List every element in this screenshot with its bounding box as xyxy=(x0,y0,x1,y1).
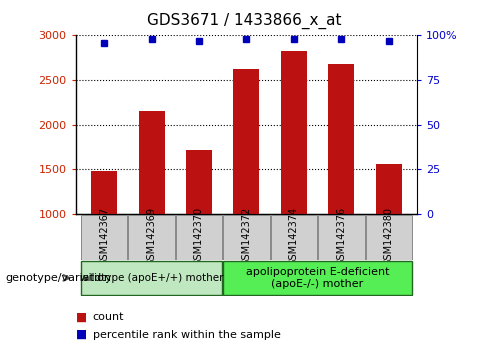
Text: GSM142376: GSM142376 xyxy=(336,207,346,266)
Bar xyxy=(328,64,354,214)
FancyBboxPatch shape xyxy=(81,261,222,295)
Text: GSM142370: GSM142370 xyxy=(194,207,204,266)
Bar xyxy=(186,150,212,214)
Text: GSM142369: GSM142369 xyxy=(146,207,157,266)
FancyBboxPatch shape xyxy=(81,215,127,260)
Text: wildtype (apoE+/+) mother: wildtype (apoE+/+) mother xyxy=(80,273,224,283)
Text: GSM142367: GSM142367 xyxy=(99,207,109,266)
Text: count: count xyxy=(93,312,124,322)
Text: GDS3671 / 1433866_x_at: GDS3671 / 1433866_x_at xyxy=(147,12,341,29)
FancyBboxPatch shape xyxy=(271,215,317,260)
Bar xyxy=(91,171,117,214)
Text: GSM142374: GSM142374 xyxy=(289,207,299,266)
Text: GSM142372: GSM142372 xyxy=(242,207,251,266)
Bar xyxy=(139,112,164,214)
Bar xyxy=(376,164,402,214)
Text: apolipoprotein E-deficient
(apoE-/-) mother: apolipoprotein E-deficient (apoE-/-) mot… xyxy=(246,267,389,289)
Text: genotype/variation: genotype/variation xyxy=(5,273,111,283)
FancyBboxPatch shape xyxy=(223,215,270,260)
Bar xyxy=(233,69,260,214)
FancyBboxPatch shape xyxy=(318,215,365,260)
FancyBboxPatch shape xyxy=(366,215,412,260)
Bar xyxy=(281,51,307,214)
Text: ■: ■ xyxy=(76,310,87,323)
Text: ■: ■ xyxy=(76,328,87,341)
Text: percentile rank within the sample: percentile rank within the sample xyxy=(93,330,281,339)
Text: GSM142380: GSM142380 xyxy=(384,207,394,266)
FancyBboxPatch shape xyxy=(128,215,175,260)
FancyBboxPatch shape xyxy=(176,215,222,260)
FancyBboxPatch shape xyxy=(223,261,412,295)
